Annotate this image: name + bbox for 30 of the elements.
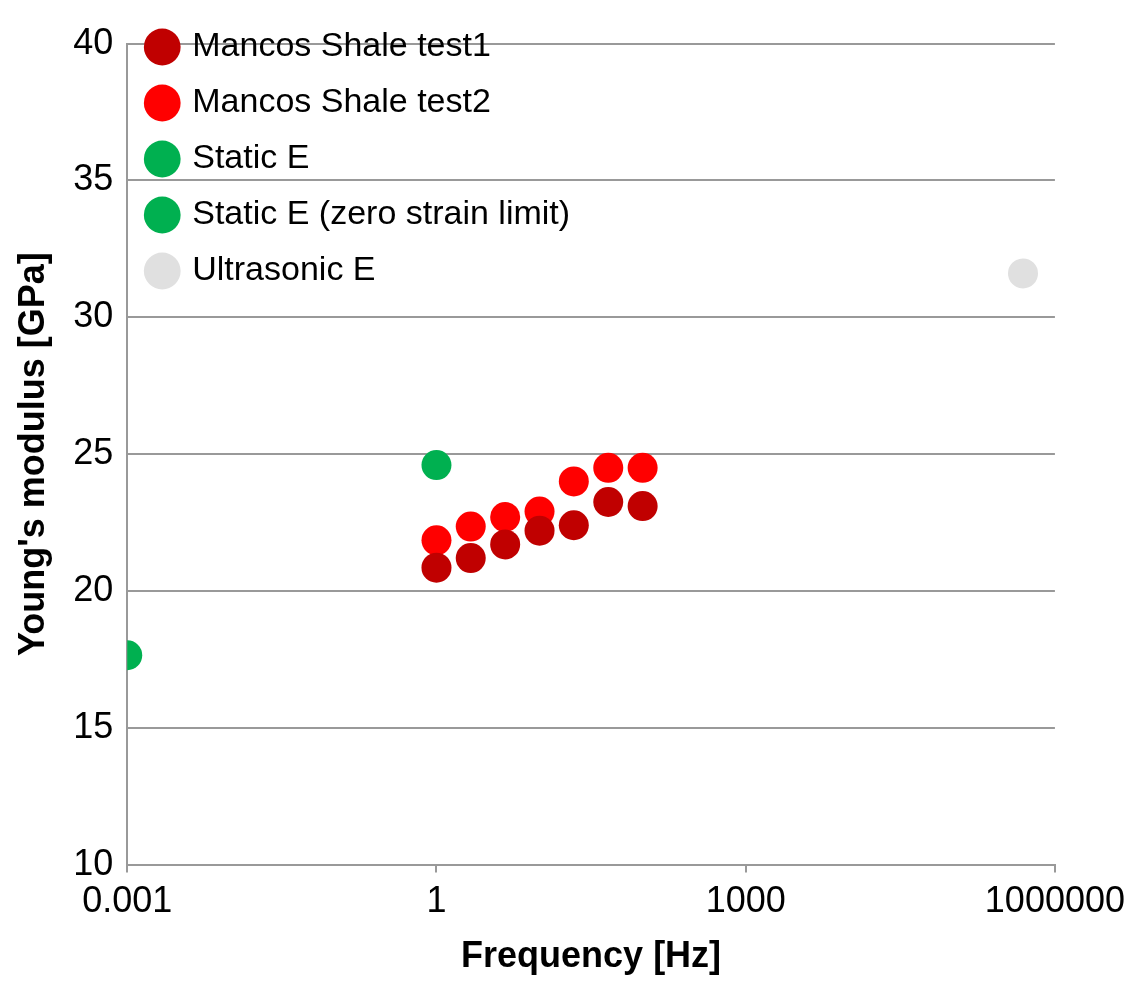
point [627, 452, 658, 483]
point [558, 510, 589, 541]
legend-label: Static E (zero strain limit) [192, 193, 571, 232]
point [524, 515, 555, 546]
legend-label: Mancos Shale test1 [192, 25, 491, 64]
y-tick-label: 30 [73, 294, 114, 336]
point [455, 511, 486, 542]
point [593, 486, 624, 517]
point [490, 502, 521, 533]
x-axis-title: Frequency [Hz] [461, 934, 722, 976]
y-axis-title: Young's modulus [GPa] [10, 252, 52, 657]
point [421, 552, 452, 583]
point [558, 466, 589, 497]
y-tick-label: 15 [73, 704, 114, 746]
x-tick-label: 1000 [705, 879, 786, 921]
point [593, 452, 624, 483]
y-tick-label: 40 [73, 20, 114, 62]
y-tick-label: 25 [73, 431, 114, 473]
legend-label: Static E [192, 137, 310, 176]
point [627, 491, 658, 522]
point [421, 450, 452, 481]
y-tick-label: 20 [73, 567, 114, 609]
y-tick-label: 35 [73, 157, 114, 199]
point [490, 529, 521, 560]
legend-label: Ultrasonic E [192, 249, 376, 288]
x-tick-label: 1000000 [984, 879, 1125, 921]
x-tick-label: 1 [426, 879, 447, 921]
legend-label: Mancos Shale test2 [192, 81, 491, 120]
point [421, 525, 452, 556]
point [455, 543, 486, 574]
